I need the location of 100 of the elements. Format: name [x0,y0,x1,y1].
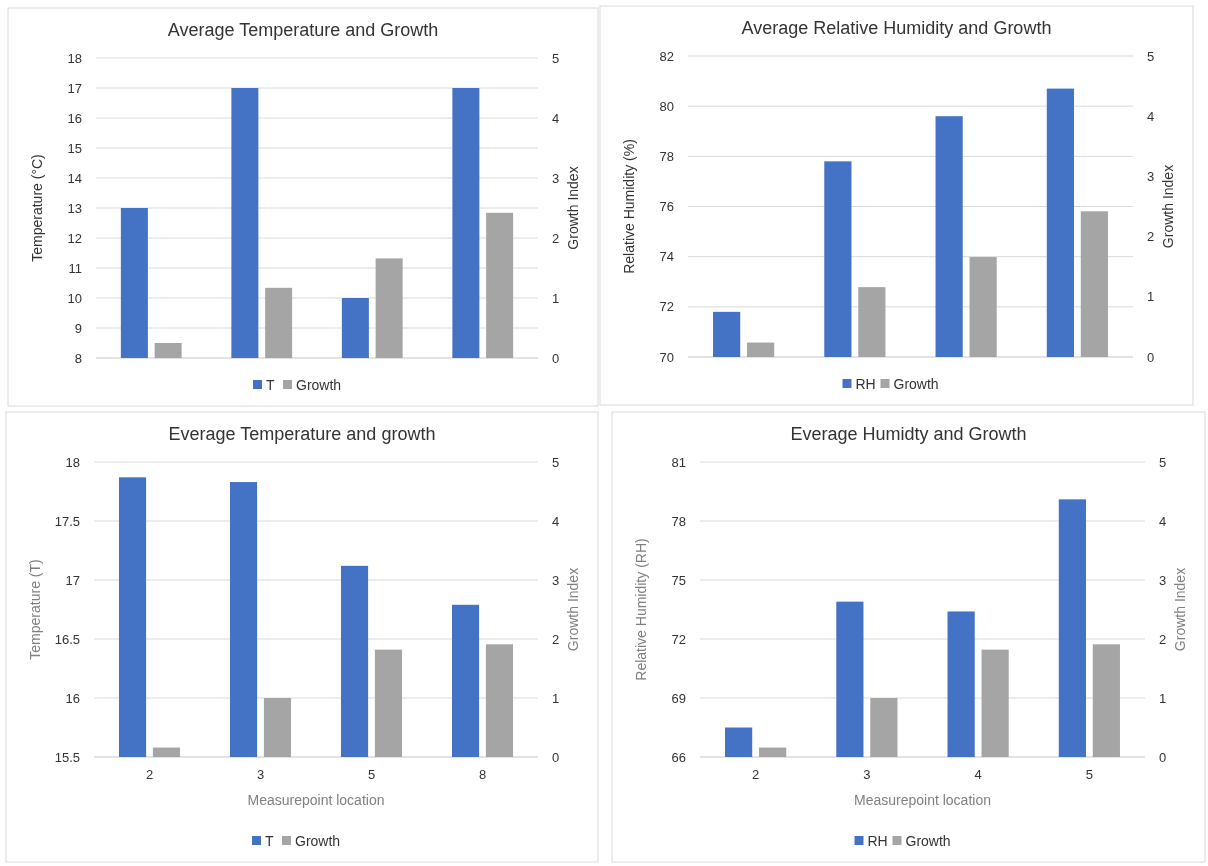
y2-tick-label: 4 [1147,108,1155,124]
legend-label: Growth [893,376,939,392]
y-tick-label: 15.5 [54,749,80,765]
legend-label: T [265,833,274,849]
y-tick-label: 10 [67,290,82,306]
bar [265,287,293,358]
y2-tick-label: 0 [552,749,560,765]
bar [485,644,514,757]
x-tick-label: 3 [256,767,265,782]
x-axis-title: Measurepoint location [854,792,991,808]
x-tick-label: 5 [1085,767,1093,782]
y2-tick-label: 2 [1147,229,1155,245]
y-tick-label: 16 [67,110,82,126]
y-tick-label: 17 [65,572,80,588]
y2-tick-label: 1 [1147,289,1155,305]
legend-label: Growth [296,377,342,393]
y-tick-label: 72 [671,631,686,647]
x-tick-label: 2 [145,767,154,782]
chart-title: Average Relative Humidity and Growth [741,18,1052,38]
y2-tick-label: 3 [1159,572,1167,588]
y2-axis-title: Growth Index [565,567,581,652]
bar [154,343,182,358]
y2-tick-label: 5 [1159,454,1167,470]
y-tick-label: 18 [67,50,82,66]
y-tick-label: 72 [659,299,674,315]
y2-tick-label: 3 [552,170,560,186]
chart-title: Everage Humidty and Growth [790,424,1027,444]
y-tick-label: 17 [67,80,82,96]
y-tick-label: 69 [671,690,686,706]
y2-tick-label: 4 [552,110,560,126]
y2-tick-label: 5 [552,50,560,66]
x-tick-label: 3 [863,767,871,782]
legend-label: Growth [905,833,951,849]
y2-tick-label: 0 [1159,749,1167,765]
y-tick-label: 17.5 [54,513,80,529]
y-tick-label: 76 [659,199,674,215]
y2-tick-label: 4 [1159,513,1167,529]
y2-tick-label: 1 [552,690,560,706]
y2-axis-title: Growth Index [565,166,581,250]
y2-tick-label: 5 [1147,48,1155,64]
bar [870,698,898,757]
bar [1092,644,1120,757]
bar [486,212,514,358]
legend-label: Growth [295,833,341,849]
y-axis-title: Relative Humidity (%) [621,139,637,274]
y2-axis-title: Growth Index [1172,567,1188,652]
y-tick-label: 16 [65,690,80,706]
bar [374,649,403,757]
y-tick-label: 75 [671,572,686,588]
y2-tick-label: 5 [552,454,560,470]
bar [759,747,787,757]
y2-tick-label: 2 [552,230,560,246]
bar [858,287,886,357]
y-tick-label: 11 [68,260,82,276]
y-tick-label: 66 [671,749,686,765]
legend-label: T [266,377,275,393]
chart-title: Everage Temperature and growth [168,424,436,444]
legend-label: RH [855,376,876,392]
y-tick-label: 18 [65,454,80,470]
y-tick-label: 70 [659,349,674,365]
x-axis-title: Measurepoint location [247,792,385,808]
y-tick-label: 14 [67,170,82,186]
y2-tick-label: 0 [552,350,560,366]
bar [1080,211,1108,357]
y2-tick-label: 0 [1147,349,1155,365]
x-tick-label: 8 [478,767,487,782]
y-tick-label: 16.5 [54,631,80,647]
y-axis-title: Temperature (T) [27,559,43,660]
y-tick-label: 15 [67,140,82,156]
y-axis-title: Temperature (°C) [29,154,45,262]
y-tick-label: 81 [671,454,686,470]
x-tick-label: 5 [367,767,376,782]
y-tick-label: 78 [671,513,686,529]
y2-tick-label: 3 [552,572,560,588]
y2-tick-label: 1 [1159,690,1167,706]
y2-tick-label: 4 [552,513,560,529]
y-tick-label: 12 [67,230,82,246]
y-tick-label: 9 [74,320,82,336]
y2-axis-title: Growth Index [1160,164,1176,249]
y-tick-label: 80 [659,98,674,114]
bar [969,257,997,357]
bar [981,649,1009,757]
y-tick-label: 82 [659,48,674,64]
bar [263,698,292,757]
x-tick-label: 2 [752,767,760,782]
y-tick-label: 74 [659,249,674,265]
bar [747,342,775,357]
bar [152,747,181,757]
y2-tick-label: 1 [552,290,560,306]
y2-tick-label: 3 [1147,168,1155,184]
y-tick-label: 13 [67,200,82,216]
chart-title: Average Temperature and Growth [167,20,439,40]
y-tick-label: 8 [74,350,82,366]
y-tick-label: 78 [659,148,674,164]
bar [375,258,403,358]
y2-tick-label: 2 [552,631,560,647]
y2-tick-label: 2 [1159,631,1167,647]
legend-label: RH [867,833,888,849]
y-axis-title: Relative Humidity (RH) [633,538,649,681]
x-tick-label: 4 [974,767,982,782]
